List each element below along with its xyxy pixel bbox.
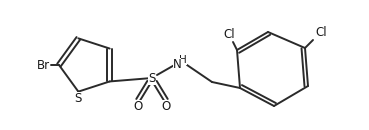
Text: S: S [75,92,82,105]
Text: S: S [148,72,156,84]
Text: Cl: Cl [315,25,327,38]
Text: Cl: Cl [223,28,235,41]
Text: N: N [173,57,182,70]
Text: H: H [179,55,187,65]
Text: Br: Br [37,58,49,72]
Text: O: O [161,99,170,112]
Text: O: O [133,99,143,112]
